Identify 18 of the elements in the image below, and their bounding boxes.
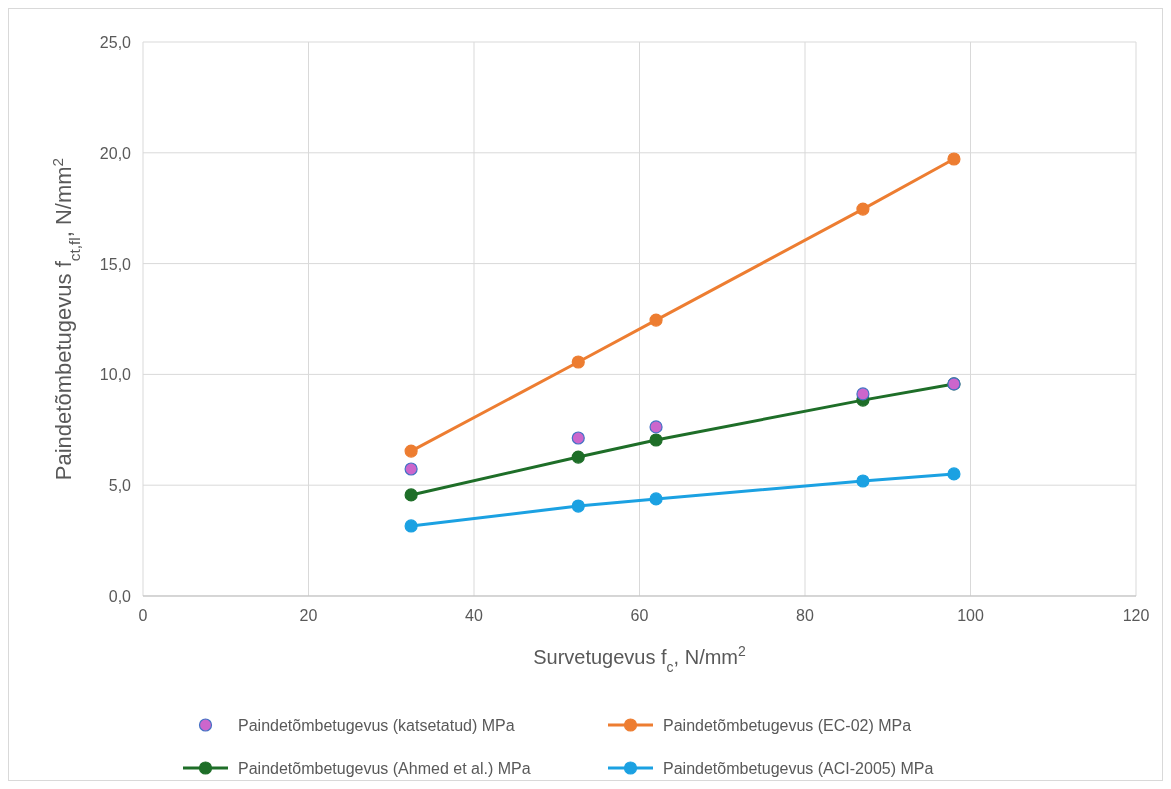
legend-label: Paindetõmbetugevus (ACI-2005) MPa (663, 760, 934, 777)
x-tick-label: 20 (299, 607, 318, 624)
x-tick-label: 40 (465, 607, 483, 624)
x-tick-label: 80 (796, 607, 814, 624)
legend-label: Paindetõmbetugevus (katsetatud) MPa (238, 717, 515, 734)
y-tick-label: 5,0 (108, 477, 132, 495)
y-tick-label: 20,0 (99, 144, 132, 162)
y-tick-label: 10,0 (99, 366, 132, 384)
x-tick-label: 0 (138, 607, 148, 624)
x-axis-title: Survetugevus f$_{c}$, N/mm$^{2}$ (533, 643, 747, 675)
x-tick-label: 60 (630, 607, 649, 624)
y-tick-label: 25,0 (99, 34, 132, 51)
x-tick-label: 120 (1122, 607, 1150, 624)
x-tick-label: 100 (957, 607, 984, 624)
y-tick-label: 0,0 (108, 588, 132, 605)
legend-label: Paindetõmbetugevus (EC-02) MPa (663, 717, 912, 734)
y-tick-label: 15,0 (99, 255, 132, 273)
legend-label: Paindetõmbetugevus (Ahmed et al.) MPa (238, 760, 531, 777)
